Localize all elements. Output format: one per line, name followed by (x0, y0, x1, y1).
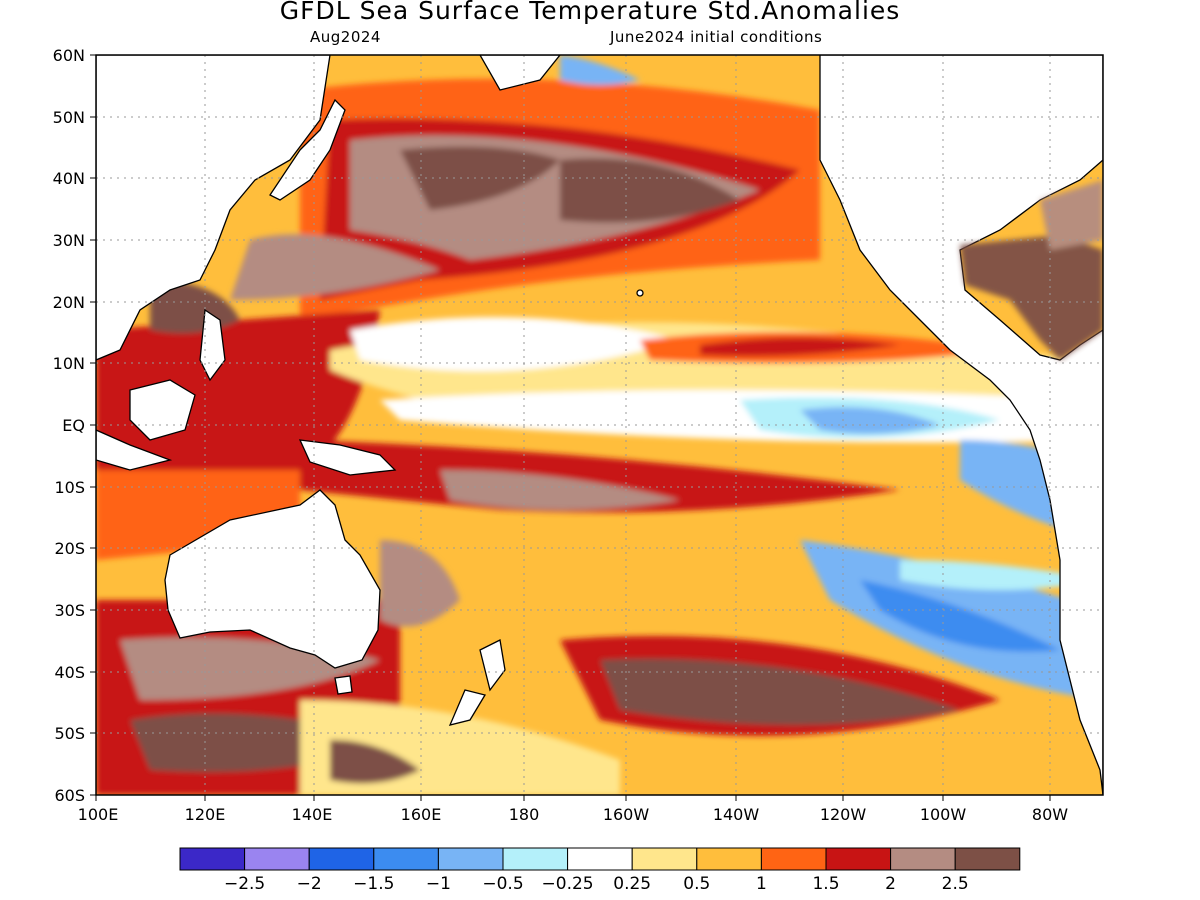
lat-label: 60S (54, 786, 85, 805)
initial-conditions-label: June2024 initial conditions (610, 28, 823, 46)
colorbar (179, 847, 1021, 871)
colorbar-label: −2 (297, 874, 322, 894)
colorbar-swatch (437, 847, 504, 871)
lon-label: 160W (603, 805, 650, 824)
colorbar-label: −0.25 (542, 874, 594, 894)
colorbar-swatch (244, 847, 310, 871)
lat-label: 20N (53, 293, 85, 312)
lon-label: 120E (185, 805, 226, 824)
colorbar-swatch (890, 847, 956, 871)
lat-label: 60N (53, 46, 85, 65)
colorbar-swatch (696, 847, 762, 871)
colorbar-swatch (179, 847, 246, 871)
lon-label: 80W (1032, 805, 1068, 824)
lat-label: 40N (53, 169, 85, 188)
colorbar-swatch (373, 847, 439, 871)
lat-label: 20S (54, 539, 85, 558)
lon-labels: 100E 120E 140E 160E 180 160W 140W 120W 1… (78, 805, 1069, 824)
lat-label: 10S (54, 478, 85, 497)
lat-label: 50S (54, 724, 85, 743)
colorbar-swatch (825, 847, 892, 871)
lat-ticks (90, 54, 96, 796)
colorbar-swatch (760, 847, 827, 871)
lon-label: 140W (713, 805, 760, 824)
colorbar-label: 1 (756, 874, 767, 894)
lon-label: 180 (509, 805, 540, 824)
forecast-month: Aug2024 (310, 28, 381, 46)
lat-label: 10N (53, 354, 85, 373)
colorbar-label: 1.5 (812, 874, 839, 894)
colorbar-swatch (567, 847, 633, 871)
lat-label: 40S (54, 663, 85, 682)
colorbar-swatch (502, 847, 569, 871)
colorbar-swatch (631, 847, 698, 871)
map-title: GFDL Sea Surface Temperature Std.Anomali… (279, 0, 901, 25)
lon-label: 100W (920, 805, 967, 824)
lat-label: 30N (53, 231, 85, 250)
colorbar-labels: −2.5 −2 −1.5 −1 −0.5 −0.25 0.25 0.5 1 1.5 2 2.5 (224, 874, 969, 894)
lat-labels: 60N 50N 40N 30N 20N 10N EQ 10S 20S 30S 4… (53, 46, 85, 805)
colorbar-label: −2.5 (224, 874, 265, 894)
lon-label: 140E (292, 805, 333, 824)
lon-ticks (95, 795, 1051, 801)
graticule (96, 55, 1103, 795)
colorbar-label: 2.5 (942, 874, 969, 894)
colorbar-label: −1 (426, 874, 451, 894)
lon-label: 120W (820, 805, 867, 824)
colorbar-label: −1.5 (353, 874, 394, 894)
colorbar-swatch (954, 847, 1021, 871)
lon-label: 160E (401, 805, 442, 824)
lon-label: 100E (78, 805, 119, 824)
anomaly-field (96, 55, 1103, 795)
lat-label: 50N (53, 108, 85, 127)
lat-label: EQ (62, 416, 85, 435)
land-masses (96, 55, 1103, 795)
colorbar-swatch (308, 847, 375, 871)
colorbar-label: 0.25 (613, 874, 651, 894)
colorbar-label: 2 (885, 874, 896, 894)
lat-label: 30S (54, 601, 85, 620)
colorbar-label: 0.5 (683, 874, 710, 894)
colorbar-label: −0.5 (482, 874, 523, 894)
